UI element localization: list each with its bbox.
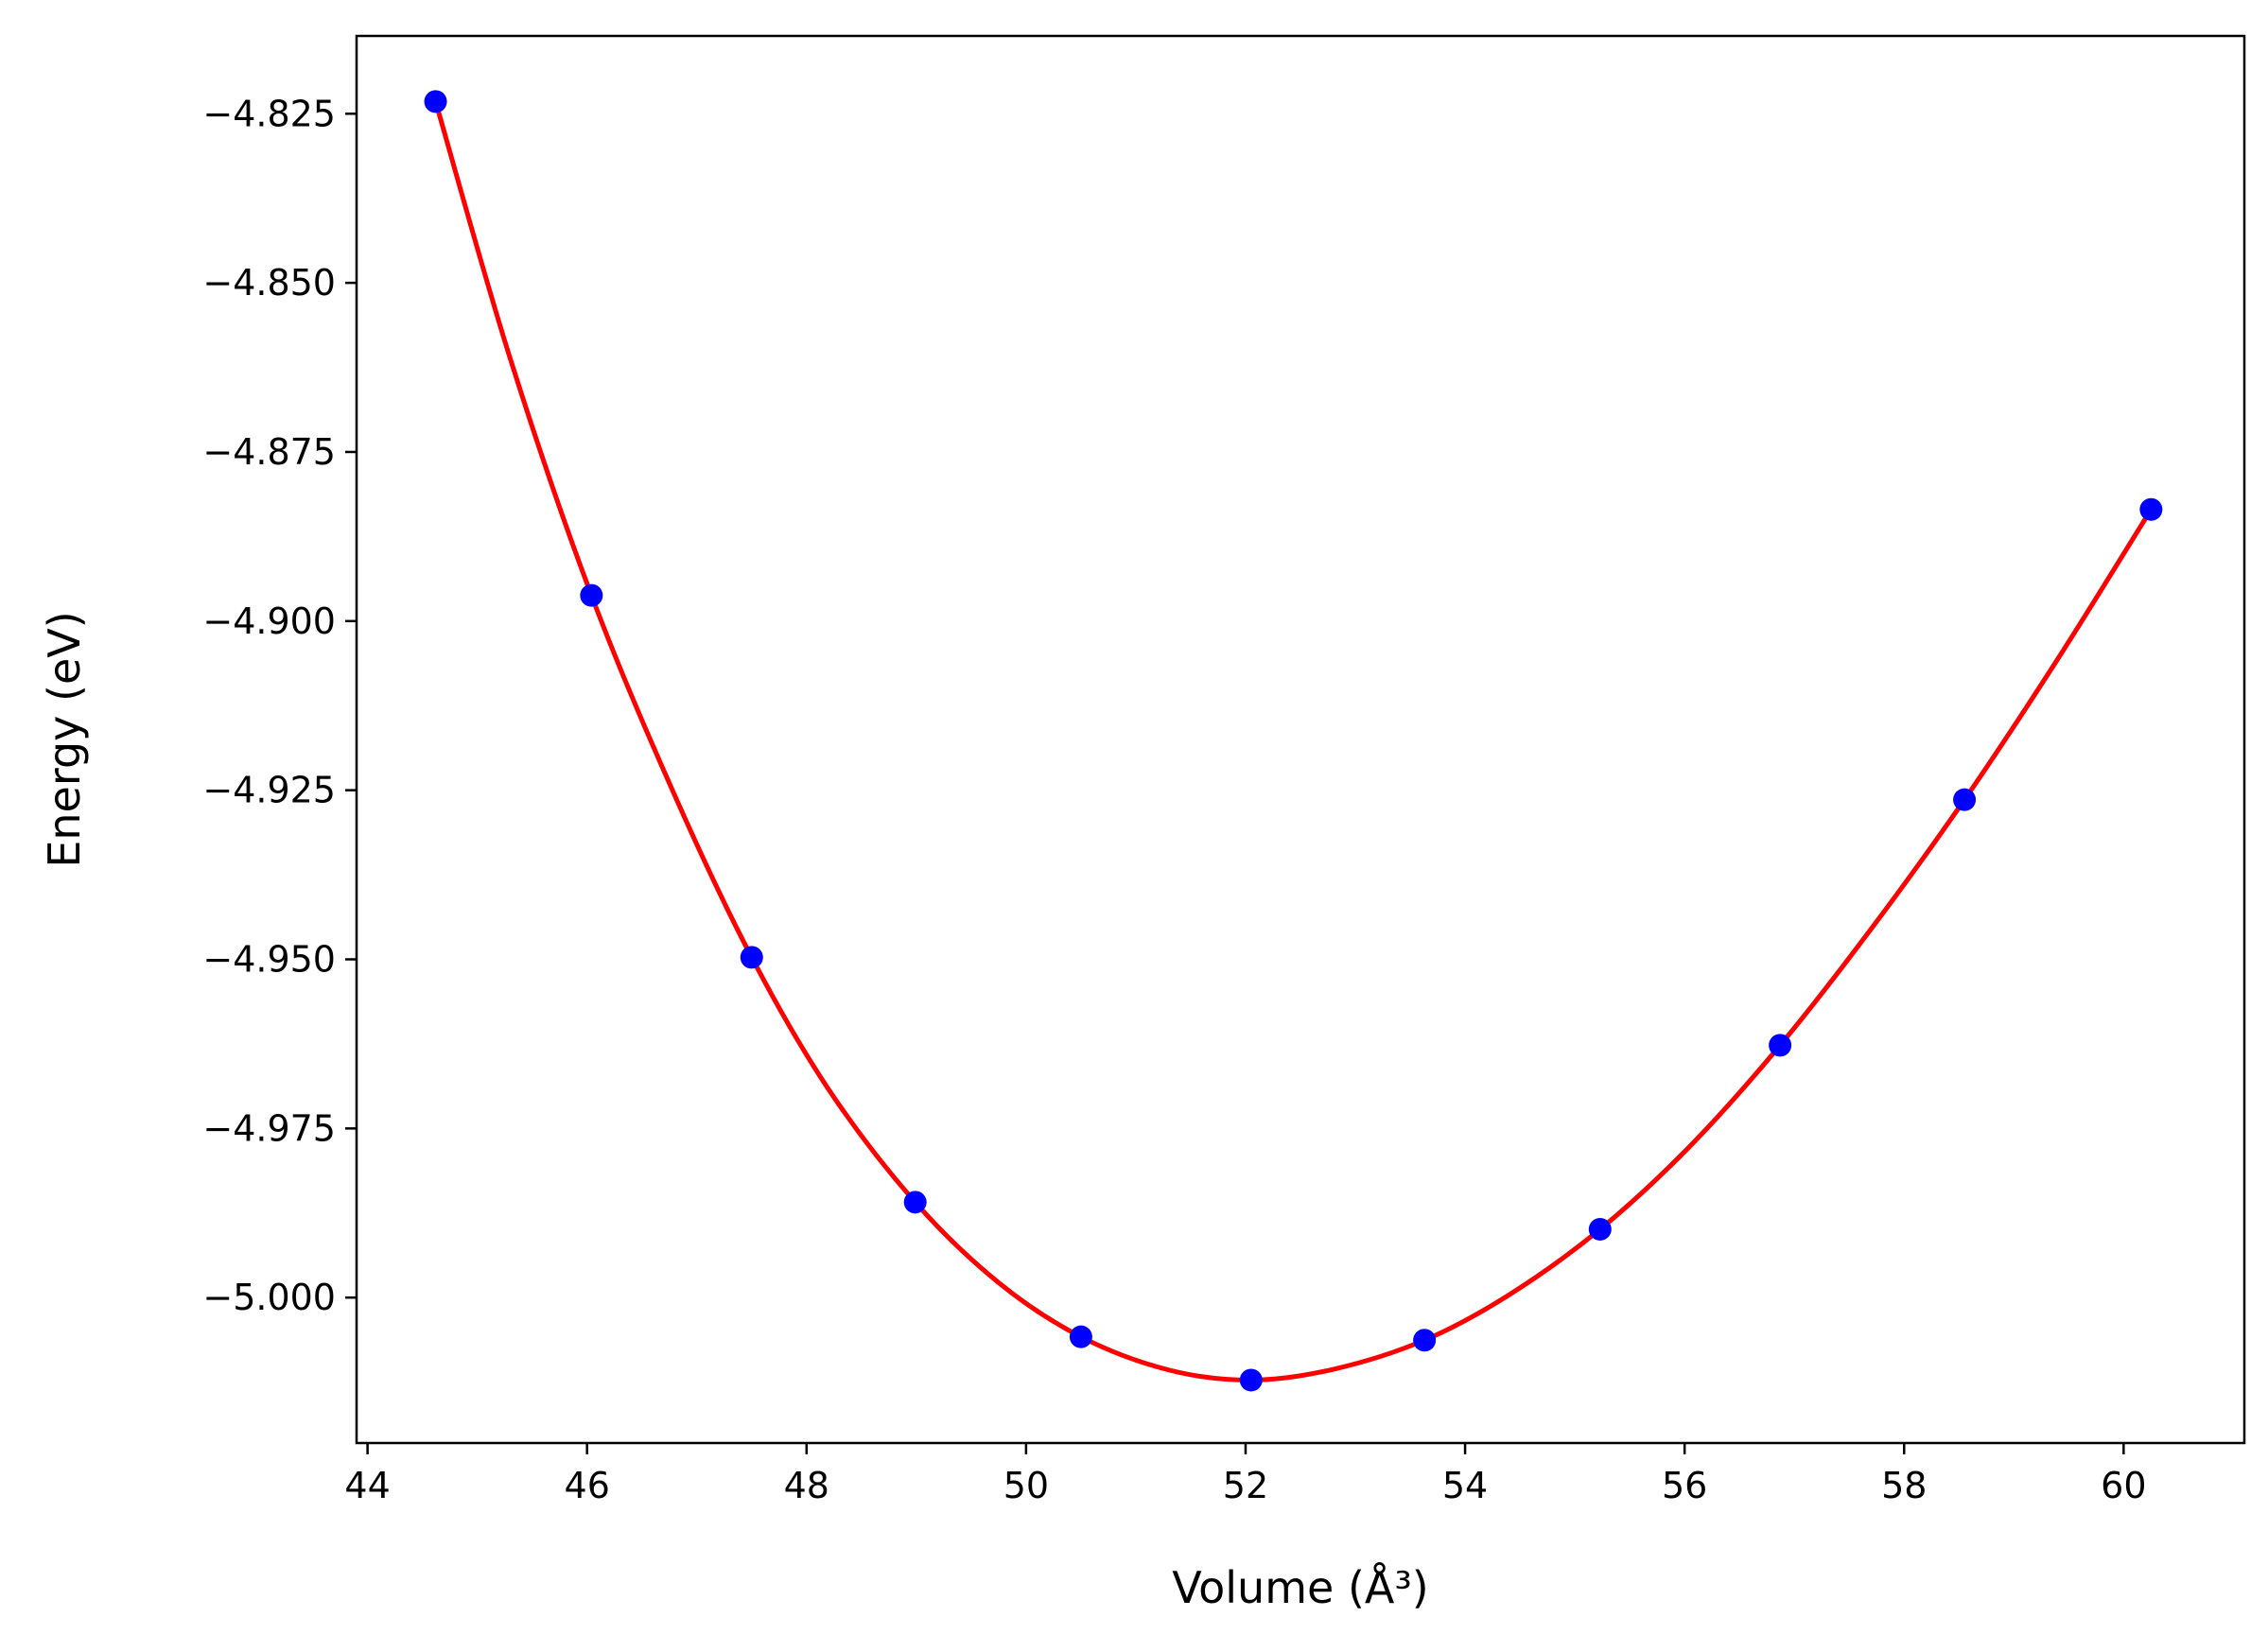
y-axis-ticks: −4.825 −4.850 −4.875 −4.900 −4.925 −4.950 −4.9… [202,93,357,1318]
x-tick-label: 54 [1442,1465,1488,1506]
x-axis-label: Volume (Å³) [1172,1562,1429,1613]
plot-area [357,36,2244,1443]
data-point [424,90,447,113]
x-tick-label: 56 [1662,1465,1707,1506]
data-point [1588,1217,1612,1241]
data-point [1239,1368,1263,1392]
x-tick-label: 48 [784,1465,829,1506]
plot-frame [355,34,2246,1445]
y-tick-label: −4.900 [202,600,336,642]
y-tick-label: −5.000 [202,1277,336,1318]
y-tick-label: −4.875 [202,431,336,473]
y-tick-label: −4.925 [202,770,336,811]
y-tick-label: −4.850 [202,262,336,304]
y-axis-label: Energy (eV) [39,611,90,867]
data-point [903,1191,927,1214]
x-tick-label: 44 [344,1465,390,1506]
x-tick-label: 46 [565,1465,610,1506]
data-point [1769,1034,1792,1057]
data-point [1953,788,1977,811]
fit-curve-line [433,100,2154,1382]
fit-curve-layer [433,100,2154,1382]
x-tick-label: 60 [2101,1465,2146,1506]
x-tick-label: 50 [1003,1465,1049,1506]
data-point [1413,1329,1437,1352]
data-point [580,583,603,607]
x-tick-label: 52 [1223,1465,1268,1506]
data-point [1069,1325,1092,1348]
y-tick-label: −4.975 [202,1107,336,1149]
x-tick-label: 58 [1881,1465,1927,1506]
data-point [740,946,763,969]
data-points-layer [424,90,2163,1392]
y-tick-label: −4.950 [202,939,336,981]
x-axis-ticks: 44 46 48 50 52 54 56 58 60 [344,1443,2147,1506]
y-tick-label: −4.825 [202,93,336,134]
data-point [2139,497,2163,521]
